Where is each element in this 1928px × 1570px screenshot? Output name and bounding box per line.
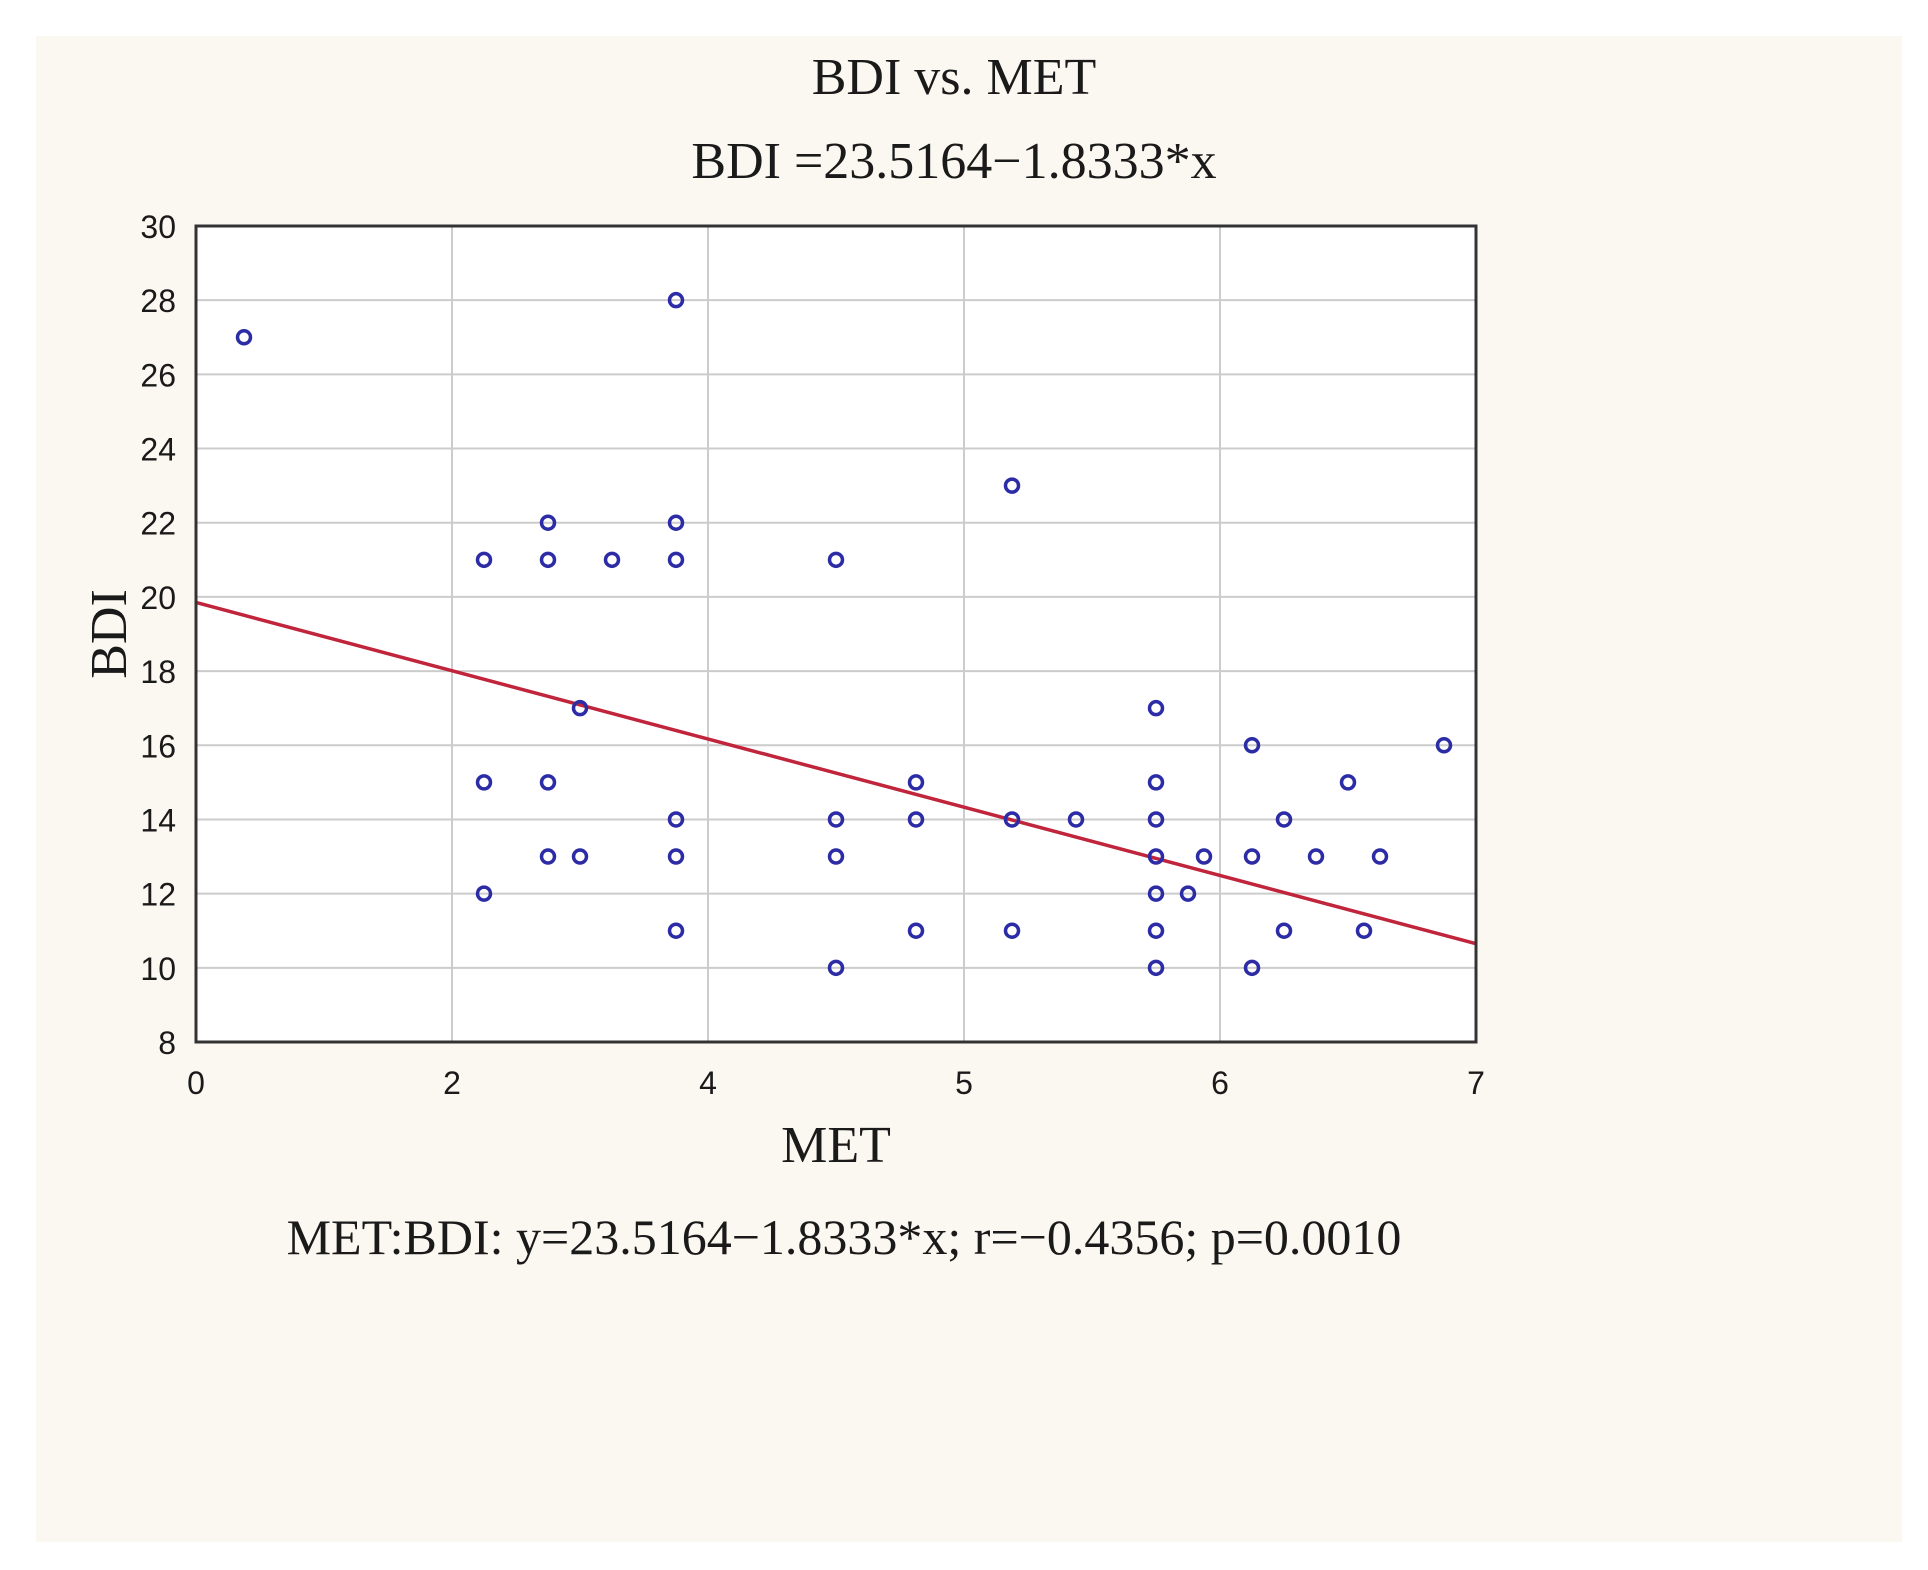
y-tick-label: 30 bbox=[140, 209, 176, 245]
plot-area bbox=[196, 226, 1476, 1042]
x-tick-label: 7 bbox=[1467, 1065, 1485, 1101]
chart-title: BDI vs. MET bbox=[812, 49, 1097, 106]
chart-figure: BDI vs. MET BDI =23.5164−1.8333*x 8 10 12 1… bbox=[36, 36, 1902, 1542]
data-point bbox=[667, 848, 685, 865]
regression-summary: MET:BDI: y=23.5164−1.8333*x; r=−0.4356; … bbox=[287, 1209, 1402, 1265]
data-point bbox=[539, 774, 557, 791]
plot-frame bbox=[194, 224, 1478, 1044]
y-tick-label: 16 bbox=[140, 728, 176, 764]
data-point bbox=[1243, 959, 1261, 977]
x-tick-label: 2 bbox=[443, 1065, 461, 1101]
data-point bbox=[1147, 959, 1165, 977]
data-point bbox=[475, 774, 493, 791]
y-tick-label: 28 bbox=[140, 283, 176, 319]
y-tick-label: 18 bbox=[140, 654, 176, 690]
y-axis-ticks: 8 10 12 14 16 18 20 22 24 26 28 30 bbox=[140, 209, 176, 1061]
data-point bbox=[539, 551, 557, 569]
data-point bbox=[667, 291, 685, 309]
y-axis-label: BDI bbox=[81, 589, 138, 679]
data-point bbox=[1003, 477, 1021, 494]
data-point bbox=[1275, 811, 1293, 828]
data-point bbox=[907, 922, 925, 939]
data-point bbox=[1147, 922, 1165, 939]
data-point bbox=[827, 959, 845, 977]
data-point bbox=[667, 922, 685, 939]
data-point bbox=[1195, 848, 1213, 865]
y-tick-label: 20 bbox=[140, 580, 176, 616]
y-tick-label: 14 bbox=[140, 802, 176, 838]
data-point bbox=[1147, 848, 1165, 865]
y-tick-label: 10 bbox=[140, 951, 176, 987]
y-tick-label: 22 bbox=[140, 506, 176, 542]
data-point bbox=[1003, 811, 1021, 828]
data-point bbox=[1355, 922, 1373, 939]
scatter-chart: BDI vs. MET BDI =23.5164−1.8333*x 8 10 12 1… bbox=[81, 49, 1485, 1265]
data-point bbox=[667, 514, 685, 531]
x-axis-ticks: 0 2 4 5 6 7 bbox=[187, 1065, 1485, 1101]
data-point bbox=[571, 699, 589, 717]
data-point bbox=[1275, 922, 1293, 939]
data-point bbox=[827, 551, 845, 569]
data-point bbox=[235, 329, 253, 346]
data-point bbox=[1067, 811, 1085, 828]
x-axis-label: MET bbox=[781, 1117, 891, 1174]
data-point bbox=[1339, 774, 1357, 791]
x-tick-label: 5 bbox=[955, 1065, 973, 1101]
y-tick-label: 24 bbox=[140, 432, 176, 468]
data-point bbox=[907, 774, 925, 791]
data-point bbox=[539, 514, 557, 531]
data-point bbox=[475, 885, 493, 902]
y-tick-label: 26 bbox=[140, 357, 176, 393]
data-point bbox=[1147, 811, 1165, 828]
data-point bbox=[1307, 848, 1325, 865]
data-point bbox=[667, 811, 685, 828]
data-point bbox=[1179, 885, 1197, 902]
data-point bbox=[827, 811, 845, 828]
x-tick-label: 4 bbox=[699, 1065, 717, 1101]
data-point bbox=[667, 551, 685, 569]
x-tick-label: 0 bbox=[187, 1065, 205, 1101]
data-points bbox=[235, 291, 1453, 977]
regression-line bbox=[195, 600, 1477, 946]
data-point bbox=[1371, 848, 1389, 865]
data-point bbox=[571, 848, 589, 865]
data-point bbox=[1435, 737, 1453, 754]
y-tick-label: 8 bbox=[158, 1025, 176, 1061]
data-point bbox=[475, 551, 493, 569]
chart-subtitle: BDI =23.5164−1.8333*x bbox=[691, 133, 1216, 190]
data-point bbox=[1003, 922, 1021, 939]
data-point bbox=[1243, 737, 1261, 754]
data-point bbox=[1243, 848, 1261, 865]
data-point bbox=[603, 551, 621, 569]
data-point bbox=[1147, 885, 1165, 902]
grid-lines bbox=[196, 226, 1476, 1042]
data-point bbox=[827, 848, 845, 865]
data-point bbox=[1147, 699, 1165, 717]
data-point bbox=[539, 848, 557, 865]
data-point bbox=[1147, 774, 1165, 791]
data-point bbox=[907, 811, 925, 828]
regression-line-group bbox=[195, 600, 1477, 946]
x-tick-label: 6 bbox=[1211, 1065, 1229, 1101]
y-tick-label: 12 bbox=[140, 877, 176, 913]
